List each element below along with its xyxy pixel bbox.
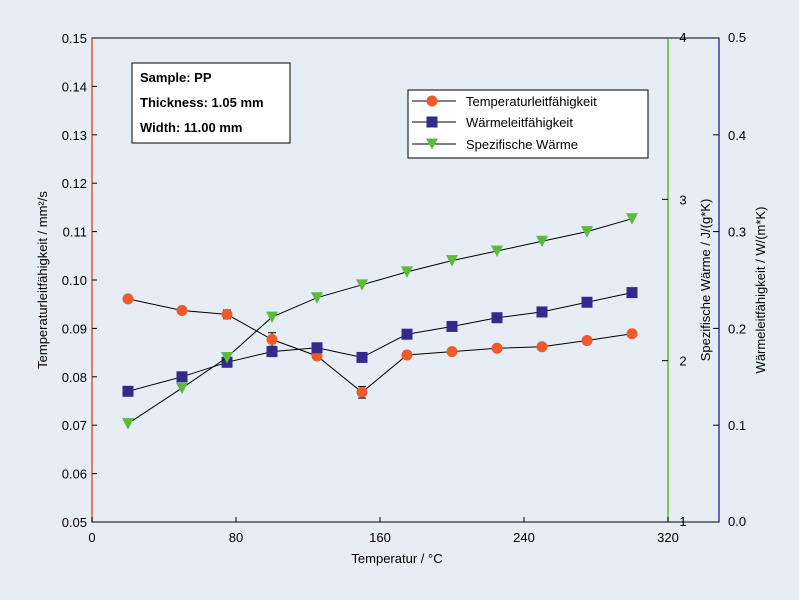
cp-tick-label: 3 bbox=[679, 192, 686, 207]
data-point bbox=[401, 328, 413, 340]
legend-marker-circle-icon bbox=[426, 95, 438, 107]
left-tick-label: 0.05 bbox=[62, 515, 87, 530]
left-axis-label: Temperaturleitfähigkeit / mm²/s bbox=[35, 191, 50, 369]
data-point bbox=[311, 342, 323, 354]
data-point bbox=[176, 371, 188, 383]
series-line bbox=[127, 292, 633, 392]
legend: Temperaturleitfähigkeit Wärmeleitfähigke… bbox=[407, 89, 649, 159]
left-tick-label: 0.11 bbox=[63, 225, 87, 240]
left-tick-label: 0.13 bbox=[62, 128, 87, 143]
lambda-tick-label: 0.0 bbox=[728, 514, 746, 529]
legend-marker-square-icon bbox=[426, 116, 438, 128]
x-axis-label: Temperatur / °C bbox=[351, 551, 442, 566]
series-layer bbox=[122, 213, 638, 430]
data-point bbox=[266, 311, 278, 324]
x-tick-label: 80 bbox=[229, 530, 243, 545]
data-point bbox=[266, 346, 278, 358]
left-tick-label: 0.06 bbox=[62, 467, 87, 482]
cp-tick-label: 4 bbox=[679, 30, 686, 45]
legend-label-diffusivity: Temperaturleitfähigkeit bbox=[466, 94, 597, 109]
data-point bbox=[401, 349, 413, 361]
x-tick-label: 320 bbox=[657, 530, 679, 545]
data-point bbox=[446, 255, 458, 267]
left-tick-label: 0.10 bbox=[62, 273, 87, 288]
lambda-axis-label: Wärmeleitfähigkeit / W/(m*K) bbox=[753, 207, 768, 374]
data-point bbox=[536, 235, 548, 248]
legend-label-specific-heat: Spezifische Wärme bbox=[466, 137, 578, 152]
data-point bbox=[626, 213, 638, 225]
left-tick-label: 0.15 bbox=[62, 31, 87, 46]
x-tick-label: 0 bbox=[88, 530, 95, 545]
data-point bbox=[581, 226, 593, 238]
data-point bbox=[446, 346, 458, 358]
legend-marker-triangle-icon bbox=[426, 138, 438, 150]
cp-tick-label: 1 bbox=[679, 514, 686, 529]
data-point bbox=[626, 328, 638, 340]
data-point bbox=[221, 351, 233, 364]
left-tick-label: 0.07 bbox=[62, 418, 87, 433]
data-point bbox=[221, 308, 233, 320]
data-point bbox=[356, 386, 368, 398]
left-tick-label: 0.08 bbox=[62, 370, 87, 385]
series-line bbox=[127, 218, 633, 425]
tick-layer: 0 80 160 240 3200.050.060.070.080.090.100.11… bbox=[62, 30, 746, 545]
x-tick-label: 240 bbox=[513, 530, 535, 545]
left-tick-label: 0.14 bbox=[62, 79, 87, 94]
data-point bbox=[311, 292, 323, 304]
data-point bbox=[122, 418, 134, 430]
legend-label-conductivity: Wärmeleitfähigkeit bbox=[466, 115, 573, 130]
data-point bbox=[176, 304, 188, 316]
x-tick-label: 160 bbox=[369, 530, 391, 545]
lambda-tick-label: 0.1 bbox=[728, 418, 746, 433]
data-point bbox=[176, 382, 188, 395]
data-point bbox=[356, 279, 368, 291]
data-point bbox=[446, 320, 458, 332]
data-point bbox=[491, 245, 503, 257]
data-point bbox=[581, 296, 593, 308]
info-sample: Sample: PP bbox=[140, 70, 212, 85]
data-point bbox=[491, 342, 503, 354]
lambda-tick-label: 0.2 bbox=[728, 321, 746, 336]
data-point bbox=[536, 306, 548, 318]
cp-tick-label: 2 bbox=[679, 354, 686, 369]
info-width: Width: 11.00 mm bbox=[140, 120, 242, 135]
data-point bbox=[581, 335, 593, 346]
lambda-tick-label: 0.3 bbox=[728, 225, 746, 240]
info-box: Sample: PP Thickness: 1.05 mm Width: 11.… bbox=[131, 62, 291, 144]
info-box-frame bbox=[131, 62, 291, 144]
data-point bbox=[266, 334, 278, 346]
data-point bbox=[122, 385, 134, 397]
data-point bbox=[626, 287, 638, 299]
data-point bbox=[356, 351, 368, 363]
cp-axis-label: Spezifische Wärme / J/(g*K) bbox=[698, 199, 713, 362]
data-point bbox=[401, 266, 413, 278]
series-line bbox=[127, 298, 633, 393]
left-tick-label: 0.12 bbox=[62, 176, 87, 191]
data-point bbox=[122, 293, 134, 305]
lambda-tick-label: 0.5 bbox=[728, 30, 746, 45]
info-thickness: Thickness: 1.05 mm bbox=[140, 95, 264, 110]
data-point bbox=[536, 341, 548, 353]
lambda-tick-label: 0.4 bbox=[728, 128, 746, 143]
data-point bbox=[491, 312, 503, 324]
left-tick-label: 0.09 bbox=[62, 321, 87, 336]
